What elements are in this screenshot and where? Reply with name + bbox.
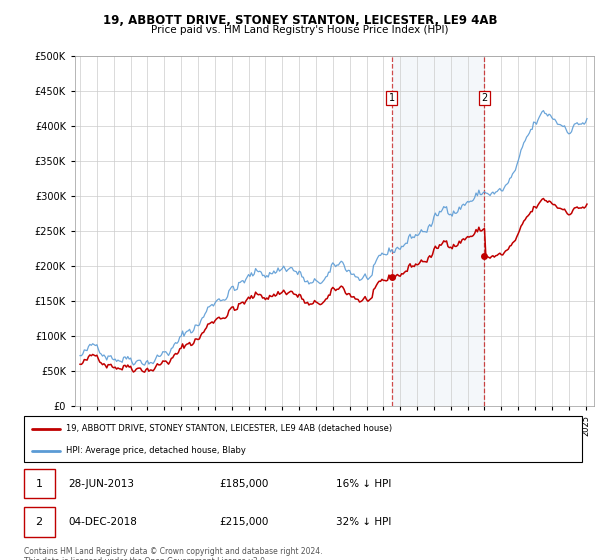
Bar (24, 469, 55, 498)
Text: £185,000: £185,000 (220, 479, 269, 489)
Text: 1: 1 (35, 479, 43, 489)
Bar (392, 56, 484, 406)
Text: £215,000: £215,000 (220, 517, 269, 527)
Text: 16% ↓ HPI: 16% ↓ HPI (337, 479, 392, 489)
Text: 04-DEC-2018: 04-DEC-2018 (68, 517, 137, 527)
Text: 19, ABBOTT DRIVE, STONEY STANTON, LEICESTER, LE9 4AB: 19, ABBOTT DRIVE, STONEY STANTON, LEICES… (103, 14, 497, 27)
Text: 32% ↓ HPI: 32% ↓ HPI (337, 517, 392, 527)
Text: 19, ABBOTT DRIVE, STONEY STANTON, LEICESTER, LE9 4AB (detached house): 19, ABBOTT DRIVE, STONEY STANTON, LEICES… (66, 424, 392, 433)
Text: HPI: Average price, detached house, Blaby: HPI: Average price, detached house, Blab… (66, 446, 246, 455)
Bar (24, 507, 55, 536)
Text: 1: 1 (389, 93, 395, 103)
Text: 2: 2 (481, 93, 488, 103)
Text: 28-JUN-2013: 28-JUN-2013 (68, 479, 134, 489)
Text: 2: 2 (35, 517, 43, 527)
Text: Contains HM Land Registry data © Crown copyright and database right 2024.
This d: Contains HM Land Registry data © Crown c… (24, 547, 323, 560)
Text: Price paid vs. HM Land Registry's House Price Index (HPI): Price paid vs. HM Land Registry's House … (151, 25, 449, 35)
